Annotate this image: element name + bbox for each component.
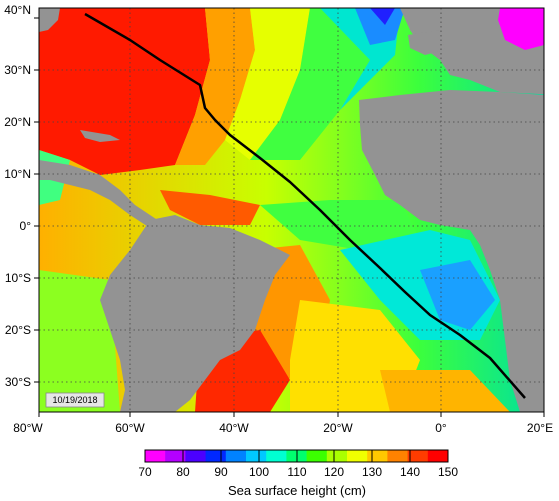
lon-label-20w: 20°W bbox=[323, 421, 353, 435]
land-north-america-coast bbox=[39, 8, 60, 32]
colorbar-label-70: 70 bbox=[138, 465, 152, 479]
colorbar-label-130: 130 bbox=[362, 465, 382, 479]
date-stamp-box bbox=[45, 392, 105, 408]
ssh-field bbox=[39, 8, 510, 412]
colorbar-swatch bbox=[407, 450, 429, 462]
lon-label-60w: 60°W bbox=[115, 421, 145, 435]
colorbar-swatch bbox=[165, 450, 186, 462]
lat-label-10s: 10°S bbox=[5, 271, 31, 285]
ssh-green-south-pacific bbox=[39, 270, 120, 412]
colorbar-label-100: 100 bbox=[249, 465, 269, 479]
colorbar-swatch bbox=[225, 450, 247, 462]
ssh-high-north-atlantic bbox=[39, 8, 210, 175]
lat-label-30s: 30°S bbox=[5, 375, 31, 389]
colorbar-swatch bbox=[306, 450, 328, 462]
land-iberia-patch bbox=[408, 30, 445, 55]
date-stamp: 10/19/2018 bbox=[45, 392, 105, 408]
colorbar-swatch bbox=[427, 450, 449, 462]
ssh-dark-blue-patch bbox=[370, 8, 395, 25]
map-frame bbox=[38, 7, 545, 413]
ssh-blue-gulf-guinea bbox=[420, 260, 495, 330]
tick-marks bbox=[34, 17, 545, 417]
ssh-blue-patch-north bbox=[355, 8, 405, 45]
colorbar-title: Sea surface height (cm) bbox=[228, 483, 366, 498]
colorbar-label-150: 150 bbox=[438, 465, 458, 479]
colorbar-label-120: 120 bbox=[324, 465, 344, 479]
ssh-orange-band-north bbox=[175, 8, 255, 165]
lon-labels: 80°W 60°W 40°W 20°W 0° 20°E bbox=[13, 421, 553, 435]
colorbar-swatch bbox=[266, 450, 287, 462]
colorbar-swatch bbox=[387, 450, 409, 462]
lat-label-20n: 20°N bbox=[4, 115, 31, 129]
land-africa bbox=[359, 90, 544, 412]
colorbar-swatch bbox=[185, 450, 207, 462]
colorbar-label-80: 80 bbox=[176, 465, 190, 479]
ssh-low-mediterranean bbox=[498, 8, 544, 50]
colorbar: 70 80 90 100 110 120 130 140 150 Sea sur… bbox=[138, 449, 458, 498]
lat-label-40n: 40°N bbox=[4, 3, 31, 17]
colorbar-label-140: 140 bbox=[400, 465, 420, 479]
land-south-america bbox=[100, 215, 290, 412]
ship-track bbox=[84, 12, 526, 399]
lon-label-80w: 80°W bbox=[13, 421, 43, 435]
lat-label-0: 0° bbox=[20, 219, 32, 233]
ssh-green-equatorial bbox=[260, 200, 420, 250]
colorbar-swatch bbox=[205, 450, 227, 462]
colorbar-label-110: 110 bbox=[287, 465, 306, 479]
colorbar-swatch bbox=[347, 450, 368, 462]
lat-label-10n: 10°N bbox=[4, 167, 31, 181]
lat-label-20s: 20°S bbox=[5, 323, 31, 337]
ssh-orange-southeast bbox=[380, 370, 510, 412]
lat-label-30n: 30°N bbox=[4, 63, 31, 77]
land-central-america bbox=[39, 160, 165, 228]
colorbar-swatch bbox=[145, 450, 166, 462]
colorbar-ticks bbox=[144, 450, 449, 462]
map-panel bbox=[39, 8, 544, 412]
lon-label-40w: 40°W bbox=[219, 421, 249, 435]
date-stamp-text: 10/19/2018 bbox=[52, 395, 97, 405]
colorbar-swatch bbox=[326, 450, 348, 462]
lon-label-0: 0° bbox=[435, 421, 447, 435]
lon-label-20e: 20°E bbox=[527, 421, 553, 435]
lat-labels: 40°N 30°N 20°N 10°N 0° 10°S 20°S 30°S bbox=[4, 3, 31, 389]
ssh-orange-equatorial-west bbox=[160, 190, 260, 225]
colorbar-swatch bbox=[246, 450, 267, 462]
land-caribbean-islands bbox=[80, 130, 120, 142]
colorbar-swatch bbox=[367, 450, 388, 462]
colorbar-label-90: 90 bbox=[214, 465, 228, 479]
graticule bbox=[39, 8, 544, 412]
